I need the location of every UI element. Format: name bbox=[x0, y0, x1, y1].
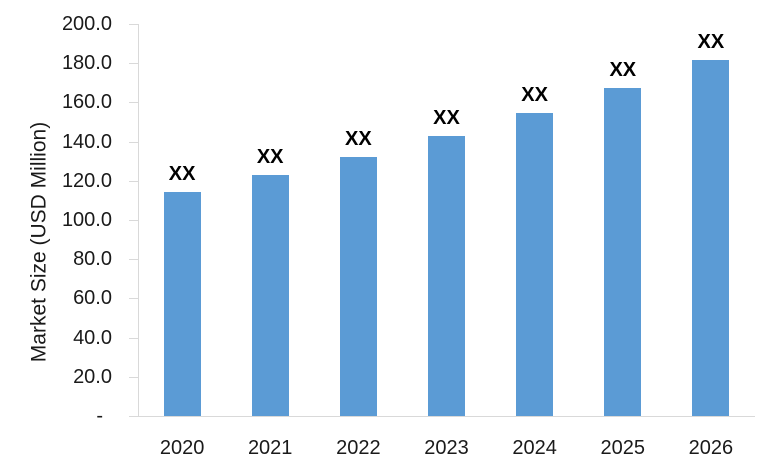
y-tick-label: 120.0 bbox=[61, 169, 112, 192]
y-tick-label: 180.0 bbox=[61, 52, 112, 75]
y-tick-mark bbox=[129, 220, 138, 221]
bar-value-label: XX bbox=[168, 162, 196, 185]
y-tick-label: 20.0 bbox=[73, 365, 112, 388]
y-tick-label: - bbox=[96, 405, 103, 427]
y-tick-label: 40.0 bbox=[73, 326, 112, 349]
y-tick-mark bbox=[129, 180, 138, 182]
y-axis-line bbox=[138, 24, 139, 416]
x-tick-label: 2026 bbox=[688, 437, 734, 459]
y-tick-label: 200.0 bbox=[61, 13, 112, 35]
bar-value-label: XX bbox=[433, 106, 460, 129]
bar bbox=[516, 113, 554, 416]
bar bbox=[339, 157, 377, 416]
bar-value-label: XX bbox=[256, 145, 284, 168]
y-tick-mark bbox=[129, 141, 138, 143]
bar bbox=[251, 174, 289, 416]
y-tick-mark bbox=[129, 337, 138, 339]
y-axis-title: Market Size (USD Million) bbox=[27, 121, 51, 363]
x-tick-label: 2022 bbox=[336, 437, 381, 459]
bar bbox=[604, 87, 642, 416]
bar bbox=[692, 60, 730, 416]
y-tick-label: 60.0 bbox=[73, 287, 112, 310]
bar-value-label: XX bbox=[697, 31, 725, 54]
y-tick-mark bbox=[129, 102, 138, 104]
bar bbox=[163, 191, 201, 416]
x-tick-label: 2021 bbox=[247, 437, 293, 459]
y-tick-mark bbox=[129, 259, 138, 261]
plot-area: 200.0 180.0 160.0 140.0 120.0 100.0 80.0 60.0 40… bbox=[62, 14, 755, 458]
y-tick-mark bbox=[129, 24, 138, 25]
y-tick-label: 140.0 bbox=[61, 130, 112, 153]
x-axis-line bbox=[129, 416, 755, 417]
y-tick-mark bbox=[129, 63, 138, 65]
x-tick-label: 2024 bbox=[512, 437, 557, 459]
y-tick-mark bbox=[129, 376, 138, 378]
y-tick-label: 160.0 bbox=[61, 91, 112, 114]
bar-value-label: XX bbox=[345, 128, 372, 151]
x-tick-label: 2023 bbox=[424, 437, 469, 459]
x-tick-label: 2020 bbox=[159, 437, 205, 459]
y-tick-label: 80.0 bbox=[73, 248, 112, 271]
bar bbox=[428, 135, 465, 416]
bar-value-label: XX bbox=[521, 84, 548, 107]
bar-value-label: XX bbox=[609, 58, 637, 81]
y-tick-mark bbox=[129, 298, 138, 300]
x-tick-label: 2025 bbox=[600, 437, 646, 459]
y-tick-label: 100.0 bbox=[61, 209, 112, 231]
